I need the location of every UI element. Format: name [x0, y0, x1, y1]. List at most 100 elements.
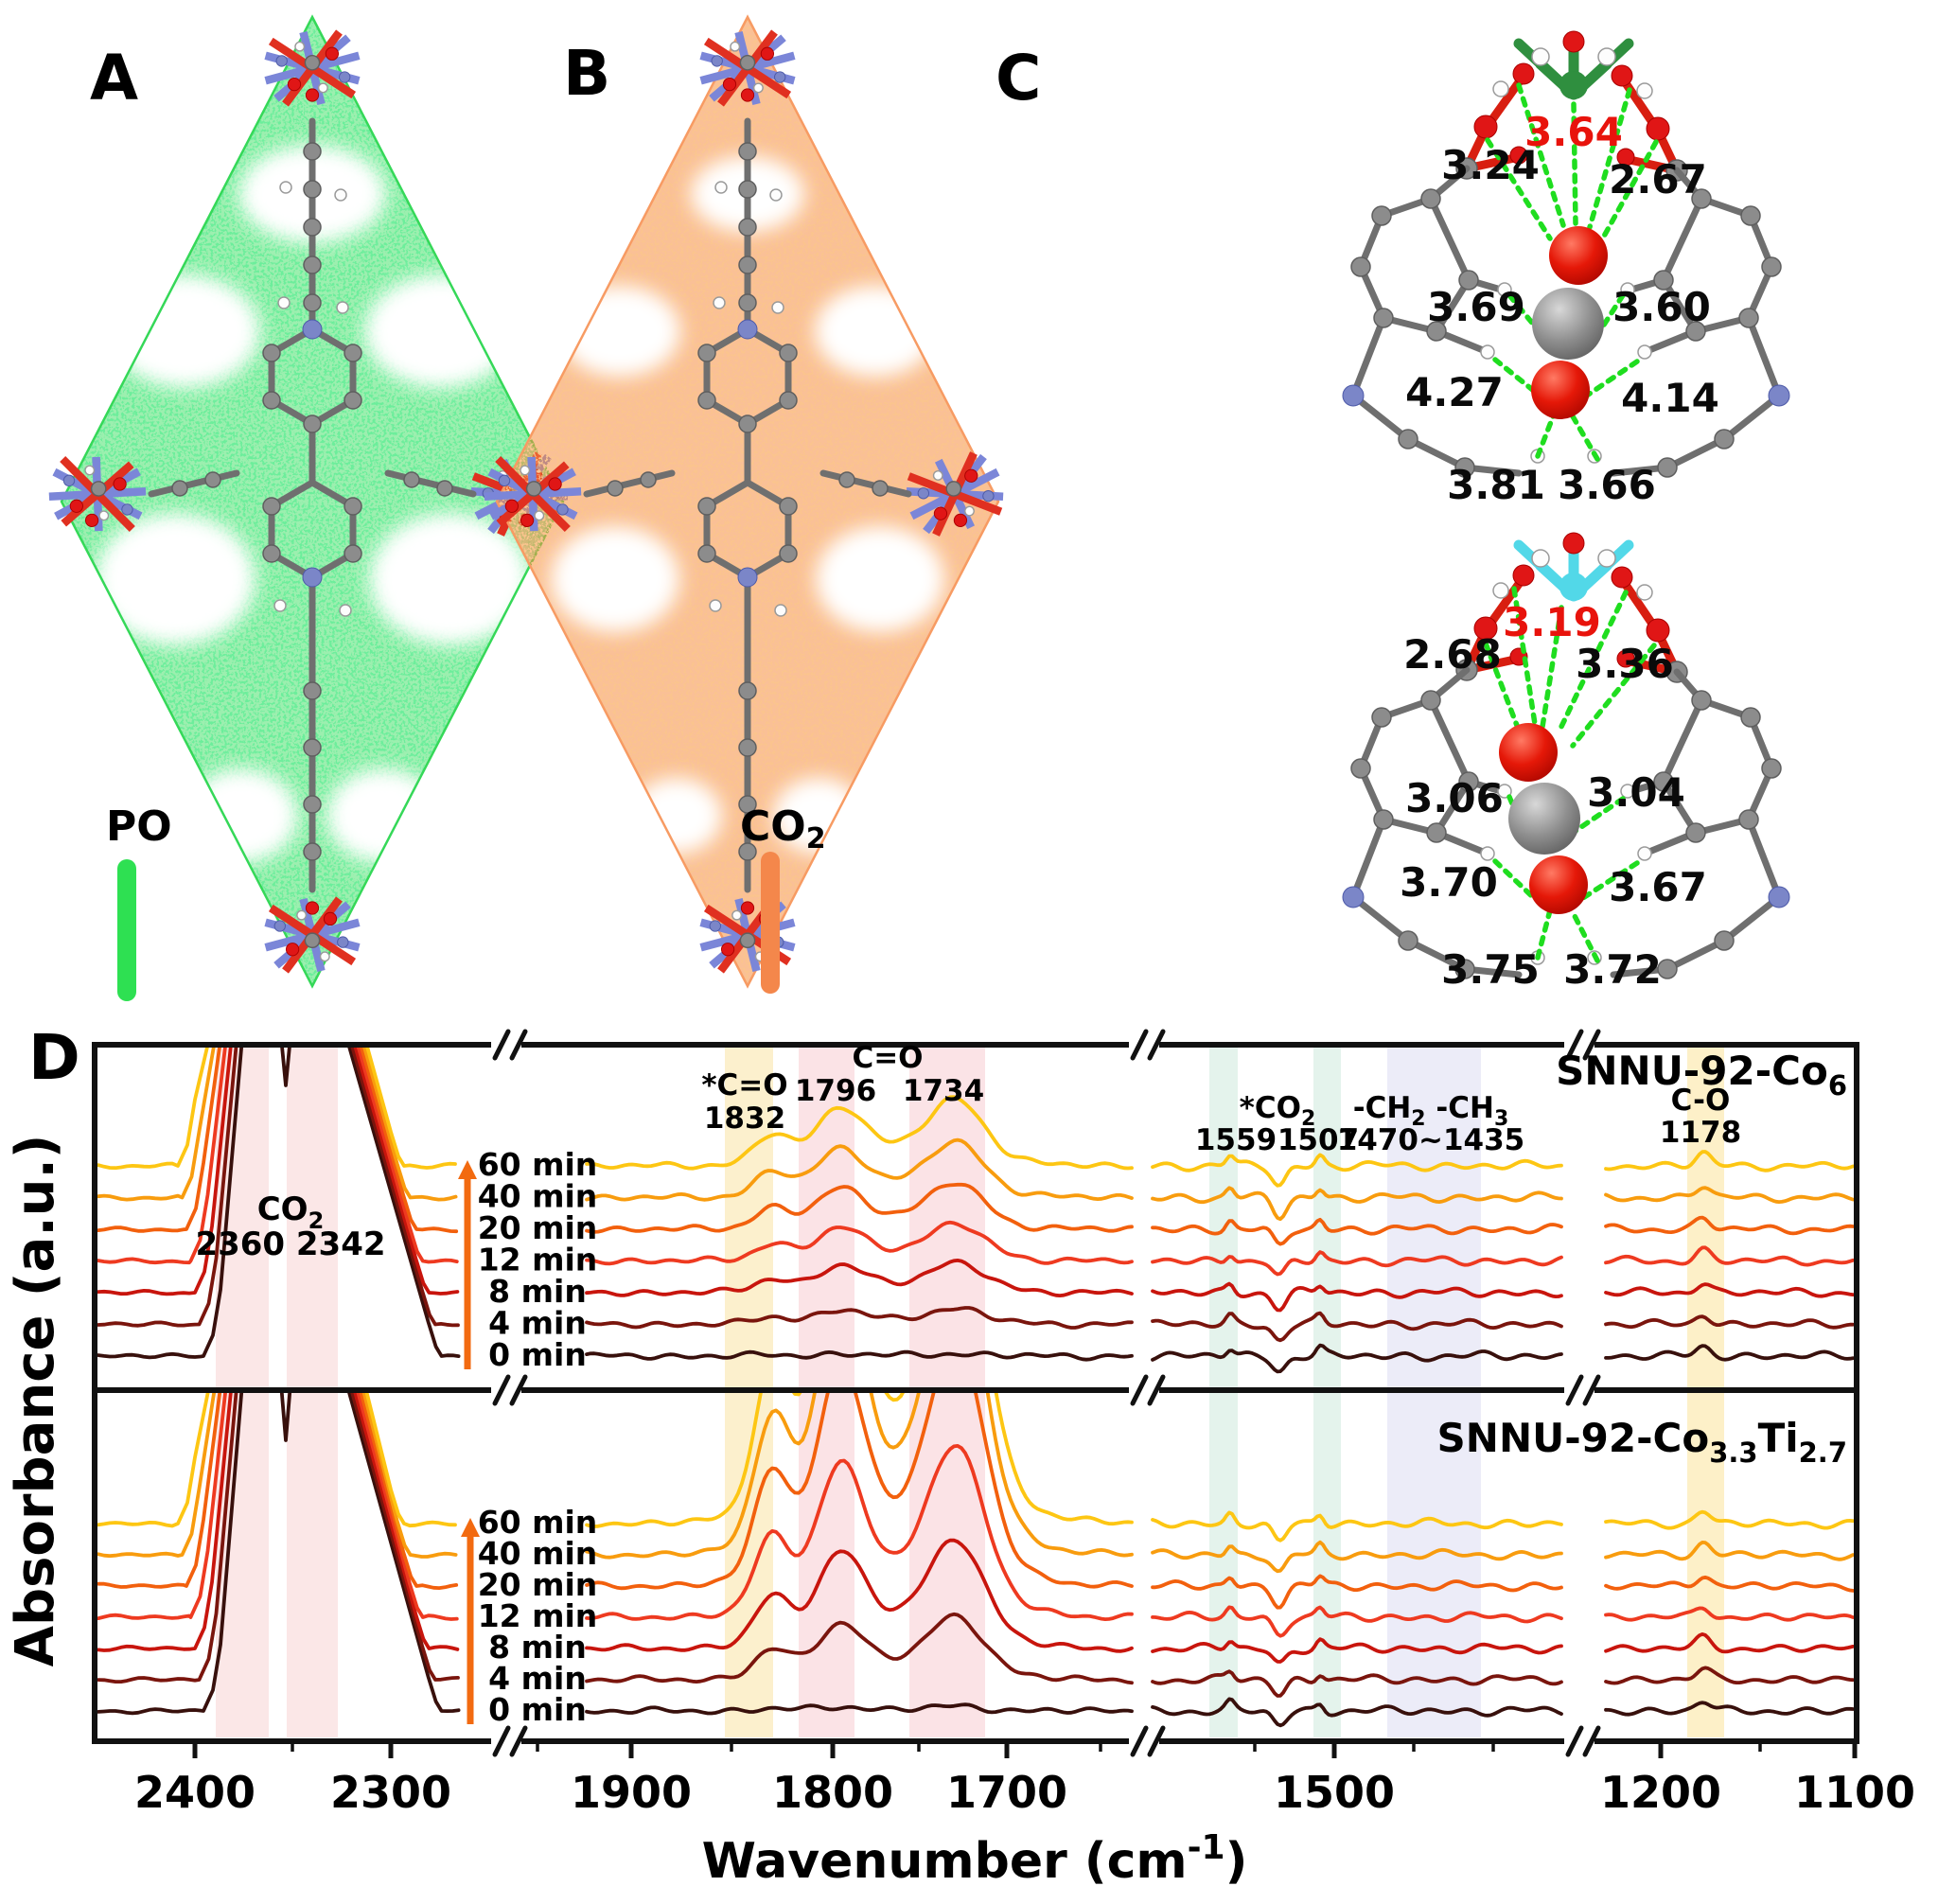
x-tick-label: 2300 [330, 1767, 451, 1818]
distance-value: 3.04 [1587, 769, 1685, 816]
spectrum-curve [97, 1048, 1854, 1188]
distance-value: 2.68 [1403, 631, 1502, 678]
time-label: 4 min [488, 1660, 587, 1697]
axis-break-slash [1582, 1725, 1601, 1757]
panel-label-A: A [90, 42, 138, 115]
axis-break-slash [1147, 1725, 1166, 1757]
time-label: 12 min [478, 1242, 598, 1278]
distance-value: 3.81 [1447, 462, 1545, 508]
y-axis-label: Absorbance (a.u.) [5, 1135, 66, 1667]
panel-label-B: B [563, 37, 610, 110]
distance-value: 3.67 [1609, 864, 1707, 910]
peak-annotation: 1796 [795, 1074, 876, 1108]
co-binding-site: 3.64 3.24 2.67 3.69 3.60 4.27 4.14 3.81 … [1343, 31, 1789, 508]
time-arrow-head [461, 1518, 480, 1537]
distance-value: 3.75 [1441, 946, 1540, 993]
co2-oxygen-atom [1499, 723, 1558, 782]
spectrum-curve [97, 1048, 1854, 1222]
distance-value: 3.70 [1400, 859, 1498, 906]
peak-annotation: Wavenumber (cm-1) [702, 1828, 1248, 1890]
peak-annotation: C-O [1671, 1084, 1731, 1118]
spectrum-curve [97, 1393, 1854, 1728]
x-tick-label: 2400 [134, 1767, 255, 1818]
panel-C: C 3.64 3.24 2.67 3.69 3.60 4.27 4.14 3.8… [995, 31, 1789, 993]
time-arrow-head [458, 1160, 477, 1179]
axis-break-gap [1129, 1040, 1159, 1049]
peak-annotation: *C=O [701, 1068, 787, 1102]
peak-annotation: 1734 [903, 1074, 984, 1108]
axis-break-slash [1582, 1374, 1601, 1406]
x-tick-label: 1500 [1274, 1767, 1395, 1818]
axis-break-slash [492, 1029, 511, 1061]
time-label: 60 min [478, 1504, 598, 1541]
co2-carbon-atom [1508, 783, 1580, 855]
axis-break-slash [509, 1029, 528, 1061]
spectrum-curve [97, 1393, 1854, 1543]
distance-value: 3.19 [1503, 599, 1601, 645]
peak-annotation: 1178 [1660, 1116, 1741, 1150]
axis-break-gap [491, 1385, 521, 1395]
time-label: 0 min [488, 1336, 587, 1373]
co2-carbon-atom [1532, 288, 1604, 360]
axis-break-gap [1564, 1040, 1594, 1049]
time-label: 8 min [488, 1629, 587, 1666]
x-tick-label: 1700 [946, 1767, 1067, 1818]
axis-break-gap [491, 1737, 521, 1746]
axis-break-slash [1147, 1029, 1166, 1061]
time-label: 4 min [488, 1305, 587, 1342]
axis-break-gap [1129, 1385, 1159, 1395]
x-tick-label: 1900 [571, 1767, 692, 1818]
axis-break-gap [491, 1040, 521, 1049]
axis-break-slash [1130, 1374, 1149, 1406]
axis-break-slash [1130, 1029, 1149, 1061]
distance-value: 3.60 [1612, 284, 1711, 330]
axis-break-slash [1565, 1029, 1584, 1061]
axis-break-gap [1129, 1737, 1159, 1746]
spectra-top-panel [97, 1048, 1854, 1374]
distance-value: 3.72 [1563, 946, 1662, 993]
panel-label-C: C [995, 42, 1041, 115]
spectrum-curve [97, 1048, 1854, 1246]
time-label: 40 min [478, 1178, 598, 1215]
coti-binding-site: 3.19 2.68 3.36 3.06 3.04 3.70 3.67 3.75 … [1343, 533, 1789, 993]
panels-abc: A PO B CO2 C [0, 14, 1938, 1001]
peak-annotation: 1559 [1195, 1123, 1277, 1157]
spectrum-curve [97, 1393, 1854, 1574]
time-label: 20 min [478, 1209, 598, 1246]
spectrum-curve [97, 1048, 1854, 1343]
peak-annotation: CO2 [257, 1190, 325, 1234]
peak-annotation: C=O [852, 1041, 923, 1075]
time-label: 40 min [478, 1535, 598, 1572]
legend-co2-label: CO2 [740, 802, 826, 855]
time-label: 8 min [488, 1273, 587, 1310]
distance-value: 3.66 [1558, 462, 1656, 508]
x-tick-label: 1200 [1600, 1767, 1721, 1818]
axis-break-slash [1582, 1029, 1601, 1061]
unit-cell-outline [495, 14, 1000, 989]
axis-break-slash [1147, 1374, 1166, 1406]
time-label: 60 min [478, 1146, 598, 1183]
spectrum-curve [97, 1048, 1854, 1374]
time-label: 20 min [478, 1566, 598, 1603]
peak-annotation: -CH2 -CH3 [1353, 1091, 1509, 1131]
axis-break-slash [509, 1725, 528, 1757]
distance-value: 3.24 [1441, 142, 1540, 188]
spectrum-curve [97, 1048, 1854, 1277]
spectrum-curve [97, 1048, 1854, 1313]
co2-oxygen-atom [1531, 361, 1590, 419]
distance-value: 3.69 [1427, 284, 1525, 330]
axis-break-gap [1564, 1385, 1594, 1395]
distance-value: 4.27 [1405, 369, 1504, 415]
peak-annotation: SNNU-92-Co3.3Ti2.7 [1437, 1415, 1847, 1469]
spectrum-curve [97, 1393, 1854, 1638]
peak-annotation: 1470~1435 [1337, 1123, 1525, 1157]
legend-co2-swatch [761, 852, 780, 994]
peak-annotation: SNNU-92-Co6 [1556, 1048, 1847, 1102]
peak-annotation: *CO2 [1240, 1091, 1316, 1131]
axis-break-slash [492, 1725, 511, 1757]
x-tick-label: 1800 [772, 1767, 893, 1818]
unit-cell-outline [60, 14, 565, 989]
